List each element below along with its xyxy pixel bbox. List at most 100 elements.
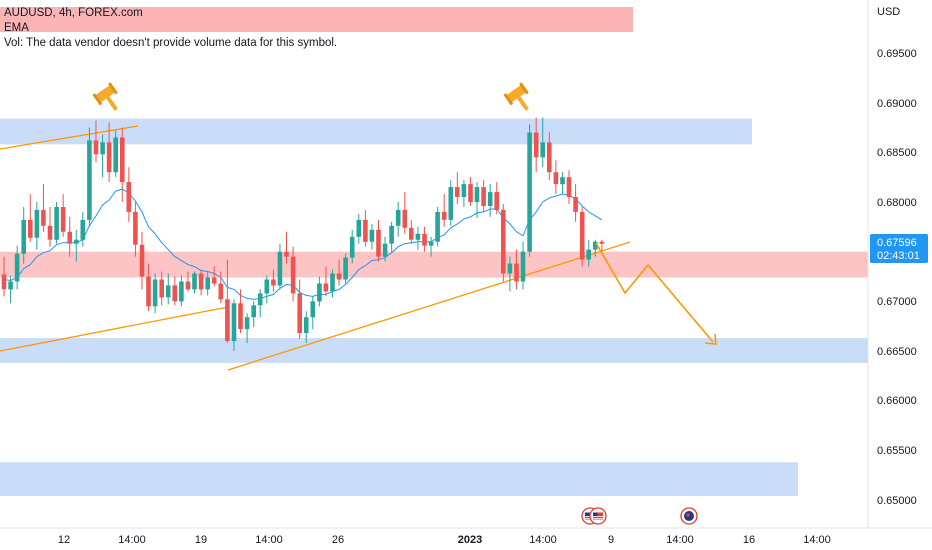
support-trendline[interactable] — [227, 241, 631, 371]
candle[interactable] — [579, 206, 585, 267]
candle[interactable] — [494, 182, 499, 214]
blue-zone[interactable] — [0, 118, 752, 145]
candle[interactable] — [356, 213, 362, 244]
symbol-title[interactable]: AUDUSD, 4h, FOREX.com — [4, 7, 143, 19]
candle[interactable] — [244, 313, 250, 344]
candle[interactable] — [501, 203, 506, 282]
candle[interactable] — [317, 276, 322, 307]
candle[interactable] — [455, 172, 460, 204]
candle[interactable] — [599, 239, 605, 252]
blue-zone[interactable] — [0, 338, 868, 363]
candle[interactable] — [593, 239, 598, 257]
price-axis[interactable]: 0.69500 0.69000 0.68500 0.68000 0.67000 0.665… — [877, 48, 917, 507]
candle[interactable] — [540, 117, 545, 168]
candle[interactable] — [225, 259, 230, 344]
candle[interactable] — [487, 184, 493, 217]
candle[interactable] — [402, 192, 408, 234]
red-zone[interactable] — [0, 251, 868, 278]
flag-icon[interactable] — [680, 507, 698, 525]
forecast-path[interactable] — [595, 242, 714, 343]
candle[interactable] — [409, 219, 414, 244]
top-highlight-zone[interactable] — [0, 7, 633, 32]
upper-trendline[interactable] — [0, 125, 139, 150]
candle[interactable] — [553, 160, 559, 195]
candle[interactable] — [330, 269, 335, 298]
candle[interactable] — [172, 276, 178, 306]
candle[interactable] — [1, 256, 7, 297]
candle[interactable] — [395, 202, 401, 237]
candle[interactable] — [303, 311, 309, 344]
candle[interactable] — [179, 275, 184, 307]
candle[interactable] — [468, 177, 473, 206]
candle[interactable] — [74, 229, 79, 262]
candle[interactable] — [533, 117, 539, 173]
candle[interactable] — [389, 221, 394, 252]
candle[interactable] — [100, 134, 105, 178]
candle[interactable] — [126, 167, 132, 222]
candle[interactable] — [271, 269, 276, 292]
candle[interactable] — [218, 271, 224, 304]
candle[interactable] — [47, 206, 53, 247]
candle[interactable] — [257, 289, 263, 318]
candle[interactable] — [290, 246, 296, 302]
candle[interactable] — [481, 180, 486, 212]
candle[interactable] — [547, 132, 552, 181]
candle[interactable] — [369, 223, 375, 250]
ema-line[interactable] — [3, 188, 603, 300]
candle[interactable] — [80, 211, 86, 247]
candle[interactable] — [441, 194, 447, 227]
candle[interactable] — [474, 182, 480, 218]
candle[interactable] — [67, 216, 72, 257]
candle[interactable] — [323, 266, 329, 297]
lower-trendline[interactable] — [0, 306, 229, 352]
candle[interactable] — [310, 296, 316, 330]
candle[interactable] — [336, 259, 342, 286]
candle[interactable] — [120, 127, 125, 203]
indicator-label[interactable]: EMA — [4, 22, 29, 34]
candle[interactable] — [34, 202, 40, 250]
candle[interactable] — [28, 194, 33, 242]
candle[interactable] — [566, 170, 572, 204]
candle[interactable] — [205, 271, 210, 296]
candle[interactable] — [211, 266, 217, 287]
candle[interactable] — [349, 229, 355, 264]
candle[interactable] — [520, 241, 526, 290]
candle[interactable] — [527, 124, 532, 257]
candle[interactable] — [376, 219, 381, 262]
candle[interactable] — [238, 289, 243, 334]
candle[interactable] — [251, 301, 256, 328]
candle[interactable] — [343, 253, 348, 284]
candle[interactable] — [106, 122, 112, 183]
candle[interactable] — [87, 127, 92, 227]
candle[interactable] — [54, 202, 59, 244]
candle[interactable] — [415, 226, 421, 250]
candle[interactable] — [113, 130, 118, 178]
time-axis[interactable]: 12 14:00 19 14:00 26 2023 14:00 9 14:00 16 14:00 — [58, 534, 831, 546]
candle[interactable] — [284, 231, 289, 264]
candle[interactable] — [461, 180, 467, 207]
candle[interactable] — [192, 271, 197, 294]
candle[interactable] — [165, 273, 171, 305]
candle[interactable] — [264, 275, 270, 304]
candle[interactable] — [428, 236, 434, 257]
candle[interactable] — [435, 206, 440, 247]
candle[interactable] — [363, 209, 368, 247]
candle[interactable] — [41, 184, 46, 232]
candle[interactable] — [231, 299, 237, 351]
candle[interactable] — [507, 256, 513, 292]
candle[interactable] — [152, 273, 158, 314]
candle[interactable] — [185, 271, 191, 292]
candle[interactable] — [586, 239, 591, 267]
candle[interactable] — [146, 263, 151, 312]
candle[interactable] — [573, 184, 578, 222]
candle[interactable] — [382, 236, 388, 262]
candle[interactable] — [198, 269, 204, 296]
candle[interactable] — [514, 249, 519, 290]
candle[interactable] — [133, 202, 138, 257]
candle[interactable] — [21, 206, 26, 264]
flag-icon[interactable] — [589, 507, 607, 525]
candle[interactable] — [159, 271, 164, 306]
candle[interactable] — [8, 275, 13, 304]
candle[interactable] — [139, 231, 145, 290]
